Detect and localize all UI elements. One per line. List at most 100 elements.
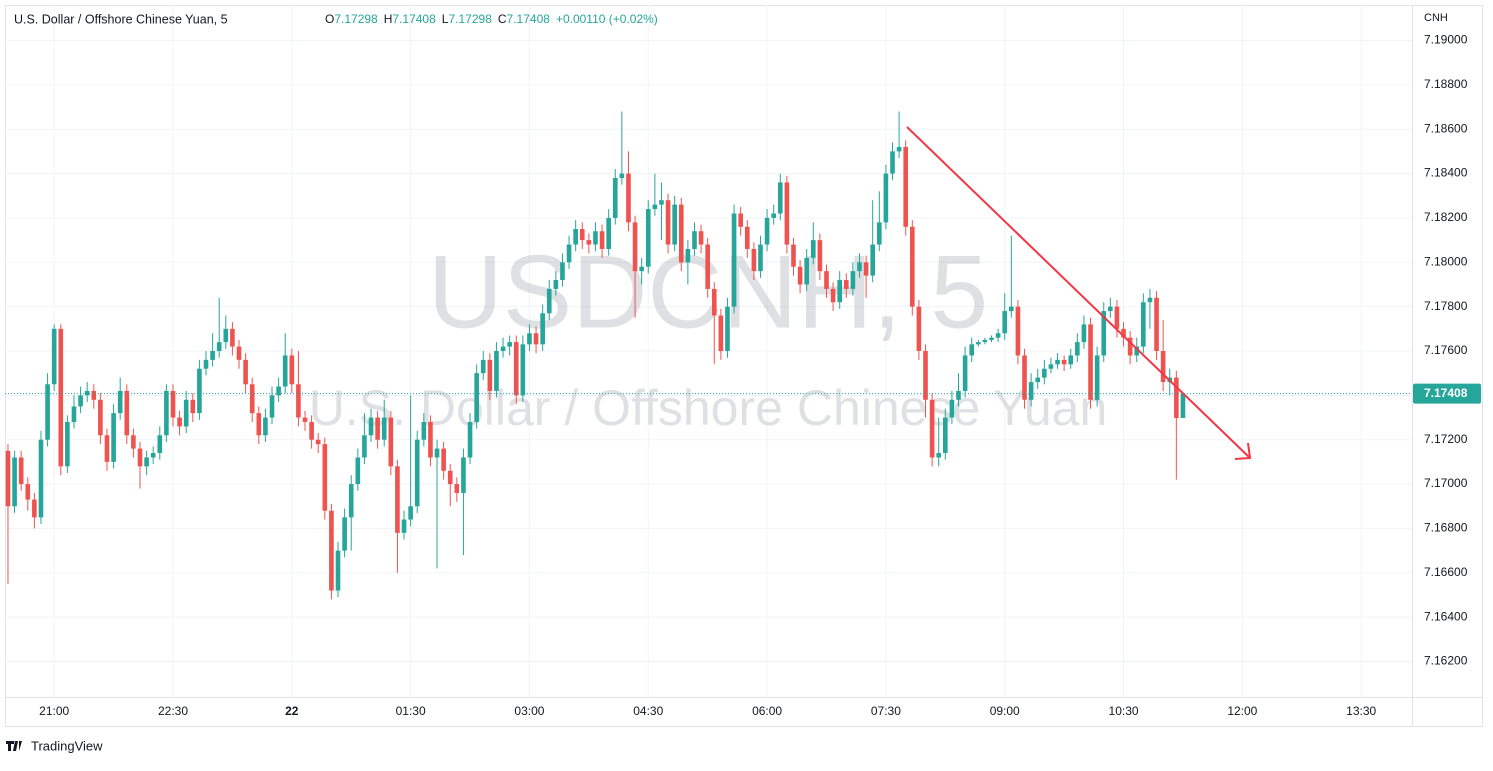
candle-body — [791, 244, 796, 267]
candle-body — [329, 510, 334, 591]
candle-body — [645, 209, 651, 267]
candle-body — [269, 395, 275, 418]
candle-body — [375, 417, 380, 440]
x-tick-label: 09:00 — [990, 704, 1020, 718]
candle-body — [923, 351, 928, 400]
candle-body — [982, 339, 988, 343]
candle-body — [751, 248, 757, 272]
candle-body — [777, 182, 783, 214]
candle-body — [579, 229, 585, 241]
legend-value: 7.17298 — [334, 12, 378, 26]
x-tick-label: 01:30 — [396, 704, 426, 718]
candle-body — [454, 484, 460, 493]
candle-body — [771, 213, 776, 218]
y-tick-label: 7.18600 — [1424, 121, 1468, 135]
candle-body — [1154, 297, 1159, 351]
candle-body — [1042, 368, 1047, 378]
legend-value: 7.17408 — [392, 12, 436, 26]
candle-body — [784, 182, 790, 245]
candle-body — [124, 390, 130, 436]
chart-frame — [5, 5, 1483, 727]
candle-body — [335, 550, 341, 591]
candle-body — [1088, 324, 1093, 400]
candle-body — [659, 200, 664, 205]
candle-body — [692, 231, 697, 249]
candle-body — [1009, 306, 1014, 312]
candle-body — [230, 328, 235, 347]
candle-body — [744, 226, 750, 249]
candle-body — [936, 453, 942, 458]
x-tick-label: 10:30 — [1109, 704, 1139, 718]
candle-body — [243, 359, 248, 385]
candle-body — [1068, 355, 1074, 365]
candle-body — [573, 229, 578, 245]
candle-body — [381, 417, 387, 440]
candle-body — [1147, 297, 1153, 303]
candle-body — [672, 204, 677, 245]
legend-change: +0.00110 (+0.02%) — [556, 12, 658, 26]
candle-body — [553, 280, 559, 289]
candle-body — [494, 351, 499, 391]
x-tick-label: 21:00 — [39, 704, 69, 718]
candle-body — [540, 313, 545, 345]
candle-body — [500, 346, 506, 351]
candle-body — [263, 417, 268, 436]
candle-body — [1094, 355, 1100, 400]
candle-body — [348, 484, 354, 518]
legend-value: 7.17298 — [448, 12, 492, 26]
candles — [5, 111, 1186, 600]
x-tick-label: 07:30 — [871, 704, 901, 718]
candle-body — [989, 337, 994, 340]
candle-body — [725, 306, 730, 351]
candle-body — [441, 448, 446, 471]
candle-body — [256, 413, 262, 436]
candle-body — [824, 271, 829, 289]
candle-body — [203, 359, 209, 369]
branding: TradingView — [31, 738, 103, 753]
candle-body — [969, 344, 975, 356]
candle-body — [593, 231, 598, 245]
candle-body — [467, 421, 473, 458]
candle-body — [817, 240, 823, 272]
candle-body — [289, 355, 295, 385]
candle-body — [711, 288, 717, 316]
candle-body — [1141, 302, 1146, 347]
candle-body — [1028, 382, 1034, 400]
candle-body — [1022, 355, 1027, 400]
candle-body — [1160, 351, 1166, 383]
candle-body — [863, 262, 869, 276]
candle-body — [210, 351, 215, 360]
ohlc-legend: O 7.17298 H 7.17408 L 7.17298 C 7.17408 +0.00110… — [325, 12, 658, 26]
candle-body — [586, 240, 592, 245]
candle-body — [513, 342, 519, 396]
candle-body — [421, 421, 427, 440]
candle-body — [1061, 359, 1067, 365]
x-tick-label: 06:00 — [752, 704, 782, 718]
candle-body — [342, 517, 347, 551]
legend-key: C — [498, 12, 507, 26]
candle-body — [804, 257, 809, 285]
candle-body — [718, 315, 724, 351]
candle-body — [447, 470, 453, 485]
candle-body — [197, 368, 202, 414]
candle-body — [190, 399, 196, 414]
candle-body — [104, 435, 110, 462]
axes: 7.16200 7.16400 7.16600 7.16800 7.17000 7.172… — [39, 33, 1468, 719]
candle-body — [962, 355, 968, 391]
candle-body — [883, 173, 889, 223]
candle-body — [731, 213, 737, 307]
candle-body — [480, 359, 486, 374]
last-price-label: 7.17408 — [1424, 386, 1468, 400]
candle-body — [5, 450, 11, 507]
candle-body — [395, 466, 400, 533]
y-tick-label: 7.17600 — [1424, 343, 1468, 357]
candle-body — [705, 244, 710, 289]
candle-body — [150, 453, 156, 458]
candle-body — [282, 355, 288, 387]
candle-body — [302, 417, 308, 422]
legend-key: L — [442, 12, 449, 26]
candle-body — [929, 399, 935, 458]
y-axis-label: CNH — [1424, 12, 1448, 24]
y-tick-label: 7.17800 — [1424, 299, 1468, 313]
candle-body — [943, 417, 948, 454]
